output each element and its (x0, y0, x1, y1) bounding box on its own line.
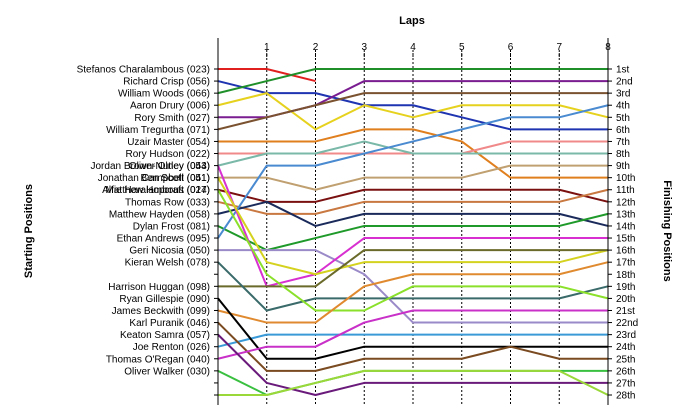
y-axis-label-right: Finishing Positions (661, 180, 673, 281)
driver-line (218, 164, 608, 191)
lap-tick-label: 5 (459, 42, 465, 53)
finishing-position-label: 21st (616, 306, 635, 317)
finishing-position-label: 2nd (616, 77, 633, 88)
driver-line (217, 188, 609, 203)
driver-line (217, 68, 608, 95)
driver-label: Richard Crisp (056) (123, 77, 210, 88)
driver-line (218, 249, 608, 324)
driver-label: Joe Renton (026) (133, 342, 210, 353)
finishing-position-label: 23rd (616, 330, 636, 341)
lap-tick-label: 3 (361, 42, 367, 53)
finishing-position-label: 8th (616, 149, 630, 160)
driver-line (217, 92, 609, 131)
driver-line (217, 309, 608, 360)
lap-tick-label: 1 (264, 42, 270, 53)
driver-line (217, 333, 608, 348)
driver-line (217, 140, 608, 167)
finishing-position-label: 20th (616, 294, 635, 305)
finishing-position-label: 1st (616, 65, 630, 76)
driver-line (217, 212, 609, 252)
driver-label: Ryan Gillespie (090) (119, 294, 210, 305)
position-lines (217, 68, 609, 396)
finishing-position-label: 10th (616, 173, 635, 184)
driver-line (217, 104, 609, 239)
driver-line (217, 200, 609, 227)
driver-label: Kieran Welsh (078) (125, 258, 210, 269)
driver-line (217, 261, 609, 324)
finishing-position-label: 27th (616, 378, 635, 389)
driver-line (217, 333, 608, 396)
driver-label: Dylan Frost (081) (133, 221, 210, 232)
finishing-position-label: 9th (616, 161, 630, 172)
driver-line (217, 92, 608, 131)
driver-label: Oliver Olney (044) (129, 161, 210, 172)
finishing-position-label: 22nd (616, 318, 638, 329)
driver-label: Ethan Andrews (095) (117, 234, 210, 245)
driver-label: Rory Smith (027) (134, 113, 210, 124)
finishing-position-label: 19th (616, 282, 635, 293)
lap-tick-label: 8 (605, 42, 611, 53)
lap-tick-label: 6 (508, 42, 514, 53)
finishing-position-label: 17th (616, 258, 635, 269)
driver-line (217, 321, 608, 372)
lap-tick-label: 4 (410, 42, 416, 53)
finishing-position-label: 14th (616, 221, 635, 232)
finishing-position-label: 4th (616, 101, 630, 112)
driver-label: William Woods (066) (118, 89, 210, 100)
driver-label: Oliver Walker (030) (124, 366, 210, 377)
finishing-position-label: 11th (616, 185, 635, 196)
chart-axes (214, 38, 612, 405)
driver-label: Keaton Samra (057) (120, 330, 210, 341)
driver-line (218, 369, 609, 396)
finishing-position-label: 12th (616, 197, 635, 208)
driver-label: Uzair Master (054) (127, 137, 210, 148)
driver-line (218, 128, 608, 179)
finishing-position-label: 6th (616, 125, 630, 136)
y-axis-label-left: Starting Positions (23, 184, 35, 278)
driver-line (217, 80, 608, 131)
driver-label: Jordan Brown-Nutley (053) (91, 161, 211, 172)
driver-label: Karl Puranik (046) (129, 318, 210, 329)
driver-label: William Tregurtha (071) (106, 125, 210, 136)
finishing-position-label: 15th (616, 234, 635, 245)
finishing-position-labels: 1st2nd3rd4th5th6th7th8th9th10th11th12th1… (616, 65, 638, 402)
driver-labels: Stefanos Charalambous (023)Richard Crisp… (77, 65, 210, 378)
driver-label: James Beckwith (099) (112, 306, 210, 317)
driver-label: Rory Hudson (022) (126, 149, 210, 160)
driver-label: Stefanos Charalambous (023) (77, 65, 210, 76)
driver-label: Matthew Hopcraft (017) (106, 185, 211, 196)
driver-label: Jonathan Campbell (041) (98, 173, 210, 184)
finishing-position-label: 24th (616, 342, 635, 353)
finishing-position-label: 26th (616, 366, 635, 377)
driver-line (217, 189, 609, 312)
finishing-position-label: 3rd (616, 89, 630, 100)
driver-label: Thomas O'Regan (040) (106, 354, 210, 365)
driver-line (218, 68, 316, 83)
finishing-position-label: 28th (616, 391, 635, 402)
finishing-position-label: 18th (616, 270, 635, 281)
chart-title: Laps (399, 15, 425, 27)
finishing-position-label: 25th (616, 354, 635, 365)
driver-label: Harrison Huggan (098) (108, 282, 210, 293)
driver-label: Ben Scott (051) (141, 173, 210, 184)
finishing-position-label: 16th (616, 246, 635, 257)
driver-line (217, 177, 609, 276)
driver-label: Alfie Haralambous (024) (102, 185, 210, 196)
driver-label: Aaron Drury (006) (130, 101, 210, 112)
lap-tick-label: 2 (313, 42, 319, 53)
lap-tick-label: 7 (556, 42, 562, 53)
driver-label: Thomas Row (033) (125, 197, 210, 208)
finishing-position-label: 5th (616, 113, 630, 124)
driver-line (217, 165, 608, 288)
finishing-position-label: 7th (616, 137, 630, 148)
driver-line (217, 297, 608, 360)
finishing-position-label: 13th (616, 209, 635, 220)
driver-label: Geri Nicosia (050) (129, 246, 210, 257)
driver-line (217, 188, 609, 215)
lap-tick-labels: 1 2 3 4 5 6 7 8 (264, 42, 611, 53)
driver-line (217, 261, 609, 312)
driver-label: Matthew Hayden (058) (109, 209, 210, 220)
